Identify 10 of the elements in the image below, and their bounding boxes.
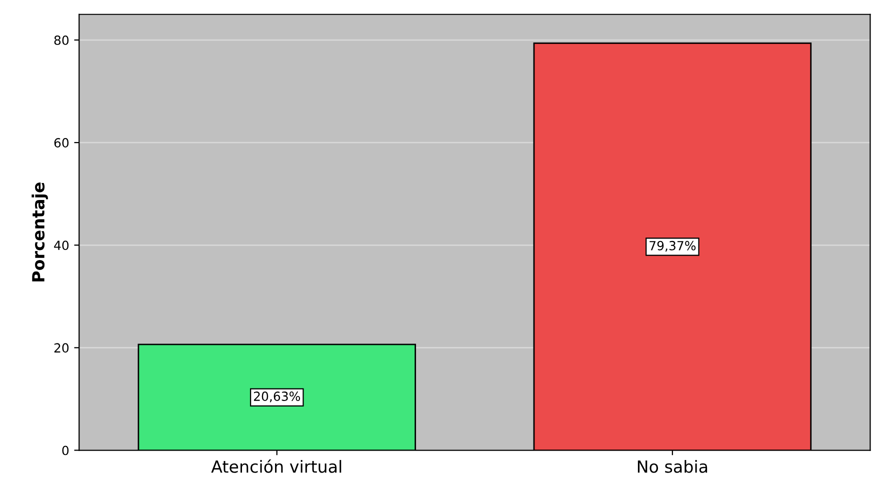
y-tick-label: 80 <box>54 35 69 45</box>
data-label: 79,37% <box>650 240 696 252</box>
y-tick-label: 60 <box>54 138 69 148</box>
y-tick-label: 0 <box>62 446 69 456</box>
y-tick-label: 20 <box>54 343 69 353</box>
x-tick-label: No sabia <box>638 460 708 473</box>
x-tick-label: Atención virtual <box>211 459 342 473</box>
data-label: 20,63% <box>254 392 300 402</box>
y-axis-title: Porcentaje <box>32 182 48 282</box>
y-tick-label: 40 <box>54 240 69 250</box>
